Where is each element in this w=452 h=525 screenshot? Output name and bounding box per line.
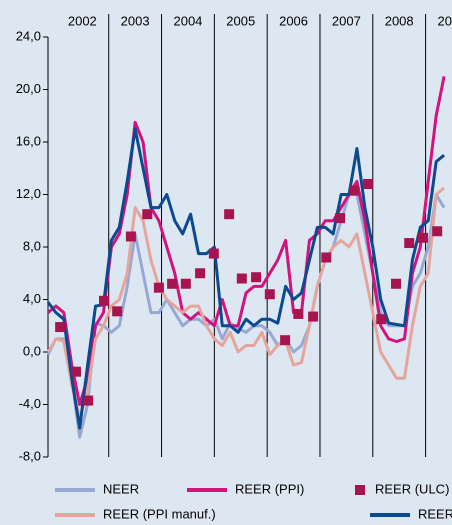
ulc-point [236, 273, 247, 284]
ulc-point [404, 238, 415, 249]
y-tick-label: 24,0 [16, 28, 41, 43]
ulc-point [391, 278, 402, 289]
ulc-point [321, 252, 332, 263]
ulc-point [208, 248, 219, 259]
ulc-point [280, 335, 291, 346]
ulc-point [335, 213, 346, 224]
ulc-point [112, 306, 123, 317]
y-tick-label: 8,0 [23, 238, 41, 253]
series-line [46, 186, 446, 420]
legend-label: REER (PPI manuf.) [103, 506, 216, 521]
ulc-point [142, 209, 153, 220]
x-tick-label: 2009 [438, 13, 452, 28]
y-tick-label: 16,0 [16, 133, 41, 148]
ulc-point [293, 308, 304, 319]
x-tick-label: 2006 [279, 13, 308, 28]
ulc-point [376, 314, 387, 325]
y-tick-label: 0,0 [23, 343, 41, 358]
ulc-point [98, 295, 109, 306]
ulc-point [308, 311, 319, 322]
y-tick-label: -4,0 [19, 396, 41, 411]
ulc-point [83, 395, 94, 406]
ulc-point [363, 179, 374, 189]
x-tick-label: 2002 [68, 13, 97, 28]
y-tick-label: -8,0 [19, 448, 41, 463]
x-tick-label: 2005 [226, 13, 255, 28]
ulc-point [195, 268, 206, 279]
legend-label: REER (ULC) [375, 481, 449, 496]
legend-swatch [355, 485, 365, 495]
ulc-point [417, 232, 428, 243]
y-tick-label: 4,0 [23, 291, 41, 306]
series-line [47, 76, 446, 406]
series-line [46, 127, 446, 430]
ulc-point [70, 366, 81, 377]
x-tick-label: 2004 [173, 13, 202, 28]
x-tick-label: 2007 [332, 13, 361, 28]
ulc-point [153, 282, 164, 293]
y-tick-label: 12,0 [16, 186, 41, 201]
ulc-point [224, 209, 235, 220]
ulc-point [432, 226, 443, 237]
legend-label: NEER [103, 481, 139, 496]
x-tick-label: 2008 [385, 13, 414, 28]
ulc-point [251, 272, 262, 283]
legend-label: REER (PPI) [235, 481, 304, 496]
ulc-point [167, 278, 178, 289]
ulc-point [349, 185, 360, 196]
ulc-point [264, 289, 275, 300]
y-tick-label: 20,0 [16, 81, 41, 96]
x-tick-label: 2003 [121, 13, 150, 28]
ulc-point [125, 231, 136, 242]
ulc-point [180, 278, 191, 289]
legend-label: REER (CPI) [418, 506, 452, 521]
ulc-point [55, 322, 66, 333]
